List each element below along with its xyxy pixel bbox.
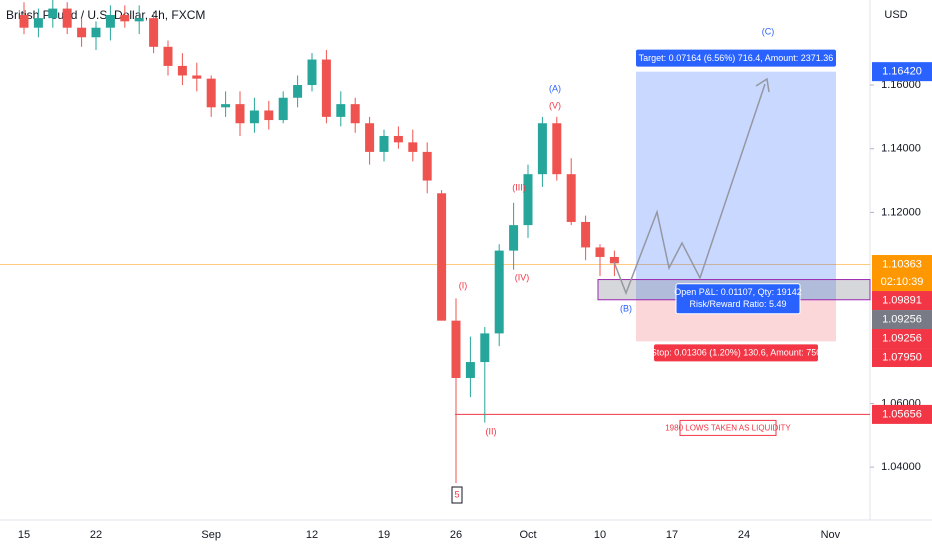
x-tick-label: 15 — [18, 529, 30, 541]
candle-body — [350, 104, 360, 124]
candle-body — [62, 8, 72, 28]
candle-body — [206, 78, 216, 108]
price-tag-label: 1.09256 — [882, 332, 922, 344]
candle-body — [105, 14, 115, 28]
candle-body — [278, 97, 288, 121]
x-tick-label: Nov — [821, 529, 841, 541]
pnl-label-box — [675, 283, 801, 315]
candle-body — [595, 247, 605, 257]
x-tick-label: Oct — [519, 529, 536, 541]
candle-body — [163, 46, 173, 66]
price-tag-label: 1.10363 — [882, 258, 922, 270]
price-tag-label: 1.05656 — [882, 408, 922, 420]
wave-label: (I) — [459, 280, 468, 290]
x-tick-label: 19 — [378, 529, 390, 541]
candle-body — [523, 174, 533, 226]
stop-label: Stop: 0.01306 (1.20%) 130.6, Amount: 750 — [651, 348, 822, 358]
price-tag — [872, 348, 932, 368]
candle-body — [365, 123, 375, 152]
target-label: Target: 0.07164 (6.56%) 716.4, Amount: 2… — [639, 53, 834, 63]
x-tick-label: 26 — [450, 529, 462, 541]
candle-body — [307, 59, 317, 86]
candle-body — [336, 104, 346, 117]
candle-body — [609, 256, 619, 264]
liquidity-label-box — [679, 419, 777, 436]
candle-body — [33, 18, 43, 28]
projection-arrow — [755, 77, 770, 93]
candle-body — [264, 110, 274, 121]
wave-label: (C) — [762, 26, 775, 36]
candle-body — [451, 320, 461, 378]
candle-body — [149, 18, 159, 47]
x-tick-label: 12 — [306, 529, 318, 541]
wave-label: (B) — [620, 303, 632, 313]
candle-body — [581, 221, 591, 248]
price-tag — [872, 404, 932, 424]
candle-body — [465, 362, 475, 378]
wave-label: (V) — [549, 100, 561, 110]
x-tick-label: 22 — [90, 529, 102, 541]
price-tag — [872, 310, 932, 330]
countdown-label: 02:10:39 — [881, 276, 924, 288]
candle-body — [235, 104, 245, 124]
candle-body — [192, 75, 202, 79]
price-tag — [872, 329, 932, 349]
currency-label: USD — [884, 9, 907, 21]
candle-body — [19, 14, 29, 28]
target-label-box — [636, 49, 836, 67]
candle-body — [77, 27, 87, 38]
candle-body — [120, 14, 130, 22]
y-tick-label: 1.04000 — [881, 461, 921, 473]
candle-body — [393, 135, 403, 143]
x-tick-label: 17 — [666, 529, 678, 541]
candle-body — [249, 110, 259, 124]
candle-body — [379, 135, 389, 152]
wave-label: (III) — [512, 182, 526, 192]
candle-body — [91, 27, 101, 38]
wave-label: (A) — [549, 83, 561, 93]
candle-body — [566, 174, 576, 222]
price-tag — [872, 62, 932, 82]
y-tick-label: 1.14000 — [881, 143, 921, 155]
x-tick-label: 24 — [738, 529, 750, 541]
candle-body — [134, 18, 144, 22]
candle-body — [437, 193, 447, 321]
candle-body — [321, 59, 331, 117]
price-tag-label: 1.09256 — [882, 313, 922, 325]
x-tick-label: 10 — [594, 529, 606, 541]
candle-body — [509, 225, 519, 251]
candle-body — [422, 151, 432, 181]
projection-path — [613, 83, 766, 296]
candle-body — [293, 85, 303, 98]
wave-label: (II) — [486, 426, 497, 436]
candle-body — [480, 333, 490, 363]
y-tick-label: 1.16000 — [881, 79, 921, 91]
wave-label: (IV) — [515, 272, 530, 282]
price-tag-label: 1.09891 — [882, 294, 922, 306]
candle-body — [221, 104, 231, 108]
price-tag-label: 1.16420 — [882, 66, 922, 78]
candle-body — [494, 250, 504, 334]
y-tick-label: 1.12000 — [881, 206, 921, 218]
candle-body — [177, 65, 187, 76]
liquidity-label: 1980 LOWS TAKEN AS LIQUIDITY — [665, 424, 791, 433]
wave-label: 5 — [454, 489, 459, 499]
stop-label-box — [654, 344, 818, 362]
candle-body — [408, 142, 418, 152]
wave-label-box — [451, 486, 463, 504]
ratio-label: Risk/Reward Ratio: 5.49 — [689, 299, 786, 309]
candle-body — [537, 123, 547, 175]
pnl-label: Open P&L: 0.01107, Qty: 19142 — [674, 287, 801, 297]
target-zone — [636, 71, 836, 300]
price-tag — [872, 291, 932, 311]
candle-body — [552, 123, 562, 175]
price-tag-label: 1.07950 — [882, 351, 922, 363]
x-tick-label: Sep — [201, 529, 221, 541]
candle-body — [48, 8, 58, 19]
price-tag — [872, 255, 932, 292]
